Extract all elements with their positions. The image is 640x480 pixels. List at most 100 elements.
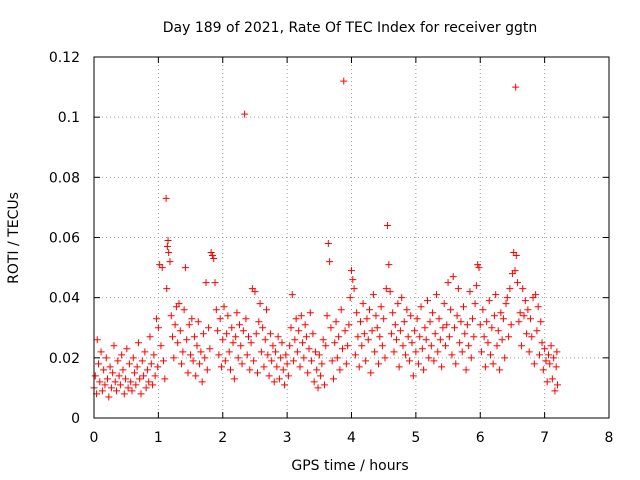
data-point [114,357,122,365]
data-point [149,381,157,389]
data-point [391,321,399,329]
data-point [483,318,491,326]
data-point [137,390,145,398]
data-point [322,342,330,350]
data-point [547,342,555,350]
data-point [454,285,462,293]
data-point [243,351,251,359]
data-point [257,348,265,356]
data-point [134,339,142,347]
data-point [178,360,186,368]
data-point [488,324,496,332]
data-point [377,303,385,311]
data-point [277,354,285,362]
data-point [552,363,560,371]
data-point [335,333,343,341]
data-point [278,339,286,347]
data-point [304,369,312,377]
data-point [474,261,482,269]
data-point [413,315,421,323]
data-point [351,351,359,359]
data-point [526,315,534,323]
data-point [462,366,470,374]
data-point [198,378,206,386]
data-point [331,339,339,347]
data-point [550,354,558,362]
data-point [328,357,336,365]
data-point [507,321,515,329]
data-point [260,363,268,371]
data-point [465,342,473,350]
data-point [189,357,197,365]
data-point [261,336,269,344]
data-point [166,258,174,266]
data-point [164,237,172,245]
data-point [96,378,104,386]
data-point [551,387,559,395]
data-point [163,285,171,293]
data-point [129,354,137,362]
data-point [368,327,376,335]
data-point [281,381,289,389]
data-point [106,363,114,371]
data-point [327,324,335,332]
data-point [408,339,416,347]
data-point [309,330,317,338]
data-point [290,357,298,365]
data-point [115,372,123,380]
data-point [385,261,393,269]
data-point [350,285,358,293]
data-point [118,351,126,359]
data-point [399,342,407,350]
data-point [252,330,260,338]
data-point [163,243,171,251]
data-point [353,309,361,317]
data-point [541,345,549,353]
data-point [225,348,233,356]
data-point [152,315,160,323]
y-tick-label: 0.02 [49,351,80,367]
data-point [463,321,471,329]
data-point [354,333,362,341]
data-point [490,312,498,320]
data-point [317,372,325,380]
data-point [497,309,505,317]
y-axis-label: ROTI / TECUs [6,192,22,284]
data-point [97,348,105,356]
data-point [283,360,291,368]
data-point [403,306,411,314]
data-point [553,348,561,356]
data-point [480,333,488,341]
data-point [430,357,438,365]
data-point [426,318,434,326]
data-point [440,300,448,308]
data-point [230,375,238,383]
grid-lines [94,57,609,418]
data-point [171,321,179,329]
data-point [224,312,232,320]
data-point [199,330,207,338]
data-point [150,351,158,359]
data-point [128,387,136,395]
data-point [451,324,458,332]
data-point [315,351,323,359]
data-point [409,372,417,380]
data-point [120,390,128,398]
data-point [512,252,520,260]
data-point [364,336,372,344]
data-point [184,369,192,377]
data-point [538,339,546,347]
data-point [452,360,460,368]
data-point [506,285,514,293]
data-point [416,333,424,341]
data-point [514,279,522,287]
data-point [167,312,175,320]
data-point [113,387,121,395]
data-point [221,357,229,365]
data-point [435,315,443,323]
data-point [362,357,370,365]
data-point [496,366,504,374]
data-point [479,306,487,314]
data-point [470,333,478,341]
data-point [386,288,394,296]
